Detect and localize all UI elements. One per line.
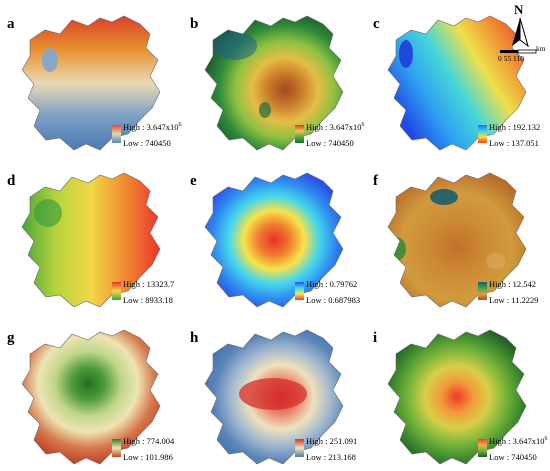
map-panel-d: d High : 13323.7 Low : 8933.18	[0, 157, 183, 314]
map-panel-a: a High : 3.647x106 Low : 740450	[0, 0, 183, 157]
north-arrow-scalebar: N km 0 55 110	[498, 2, 550, 70]
legend-low: Low : 740450	[123, 138, 171, 148]
panel-label-c: c	[373, 16, 380, 32]
legend-color-bar	[478, 282, 487, 300]
legend-high: High : 192.132	[489, 122, 541, 132]
region-map-i	[387, 329, 527, 465]
map-panel-h: h High : 251.091 Low : 213.168	[183, 314, 366, 471]
map-h-svg	[204, 329, 344, 465]
legend-color-bar	[295, 439, 304, 457]
legend-color-bar	[112, 439, 121, 457]
map-panel-e: e High : 0.79762 Low : 0.687983	[183, 157, 366, 314]
legend-high: High : 774.004	[123, 436, 175, 446]
legend-c: High : 192.132 Low : 137.051	[478, 122, 548, 156]
map-panel-g: g High : 774.004 Low : 101.986	[0, 314, 183, 471]
legend-color-bar	[112, 282, 121, 300]
map-panel-b: b High : 3.647x106 Low : 740450	[183, 0, 366, 157]
region-map-c	[387, 15, 527, 151]
region-map-f	[387, 172, 527, 308]
legend-low: Low : 213.168	[306, 452, 356, 462]
legend-e: High : 0.79762 Low : 0.687983	[295, 279, 365, 313]
legend-f: High : 12.542 Low : 11.2229	[478, 279, 548, 313]
legend-a: High : 3.647x106 Low : 740450	[112, 122, 182, 156]
panel-label-g: g	[7, 330, 15, 346]
legend-low: Low : 11.2229	[489, 295, 539, 305]
legend-high: High : 251.091	[306, 436, 358, 446]
map-panel-f: f High : 12.542 Low : 11.2229	[366, 157, 549, 314]
legend-high: High : 0.79762	[306, 279, 358, 289]
panel-label-f: f	[373, 173, 378, 189]
legend-h: High : 251.091 Low : 213.168	[295, 436, 365, 470]
legend-low: Low : 137.051	[489, 138, 539, 148]
north-letter: N	[514, 2, 524, 17]
region-map-a	[21, 15, 161, 151]
legend-d: High : 13323.7 Low : 8933.18	[112, 279, 182, 313]
legend-color-bar	[478, 125, 487, 143]
map-f-svg	[387, 172, 527, 308]
panel-label-a: a	[7, 16, 15, 32]
map-panel-i: i High : 3.647x106 Low : 740450	[366, 314, 549, 471]
north-arrow-icon	[500, 17, 537, 54]
legend-color-bar	[295, 125, 304, 143]
legend-i: High : 3.647x106 Low : 740450	[478, 436, 548, 470]
panel-label-b: b	[190, 16, 199, 32]
map-d-svg	[21, 172, 161, 308]
map-g-svg	[21, 329, 161, 465]
legend-color-bar	[295, 282, 304, 300]
panel-label-e: e	[190, 173, 197, 189]
panel-label-i: i	[373, 330, 378, 346]
region-map-e	[204, 172, 344, 308]
map-a-svg	[21, 15, 161, 151]
legend-high: High : 12.542	[489, 279, 536, 289]
legend-high: High : 3.647x106	[123, 122, 182, 132]
map-i-svg	[387, 329, 527, 465]
legend-low: Low : 740450	[489, 452, 537, 462]
legend-color-bar	[478, 439, 487, 457]
legend-high: High : 13323.7	[123, 279, 175, 289]
map-panel-c: c High : 192.132 Low : 137.051	[366, 0, 549, 157]
scale-unit: km	[536, 44, 546, 53]
legend-color-bar	[112, 125, 121, 143]
scale-ticks: 0 55 110	[498, 54, 524, 63]
legend-low: Low : 8933.18	[123, 295, 173, 305]
legend-high: High : 3.647x106	[489, 436, 548, 446]
map-c-svg	[387, 15, 527, 151]
legend-low: Low : 0.687983	[306, 295, 361, 305]
region-map-g	[21, 329, 161, 465]
panel-label-h: h	[190, 330, 199, 346]
legend-high: High : 3.647x106	[306, 122, 365, 132]
legend-low: Low : 740450	[306, 138, 354, 148]
map-e-svg	[204, 172, 344, 308]
map-b-svg	[204, 15, 344, 151]
legend-low: Low : 101.986	[123, 452, 173, 462]
legend-b: High : 3.647x106 Low : 740450	[295, 122, 365, 156]
legend-g: High : 774.004 Low : 101.986	[112, 436, 182, 470]
panel-label-d: d	[7, 173, 16, 189]
